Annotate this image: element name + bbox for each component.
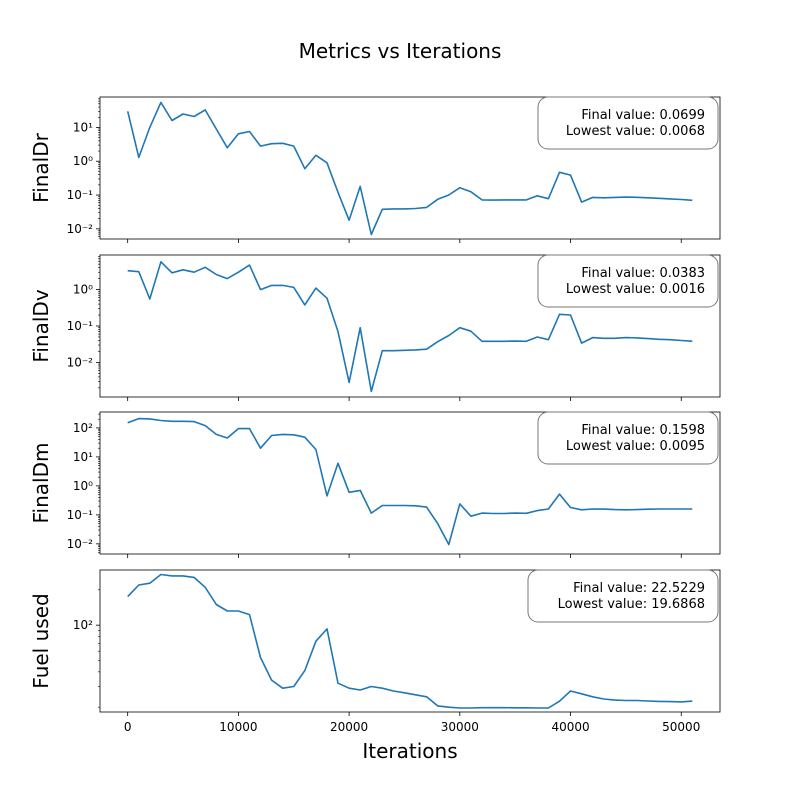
subplots: 10⁻² 10⁻¹ 10⁰ 10¹ FinalDr Final value: 0.0699…	[29, 96, 721, 716]
y-tick-label: 10⁻¹	[67, 319, 94, 333]
y-tick-label: 10⁰	[73, 154, 93, 168]
y-tick-label: 10⁻²	[67, 222, 94, 236]
series-line	[127, 573, 693, 709]
axes-frame	[99, 254, 721, 398]
y-axis-label: Fuel used	[29, 593, 53, 688]
annotation-box	[527, 569, 719, 623]
final-value-label: Final value: 22.5229	[573, 581, 705, 596]
x-tick-label: 10000	[219, 720, 257, 734]
y-tick-label: 10¹	[73, 450, 93, 464]
chart-title: Metrics vs Iterations	[299, 39, 502, 63]
series-line	[127, 417, 693, 546]
axes-frame	[99, 96, 721, 240]
series-line	[126, 101, 693, 236]
subplot-2: 10⁻² 10⁻¹ 10⁰ FinalDv Final value: 0.0383Low…	[29, 254, 721, 401]
axes-frame	[99, 411, 721, 555]
final-value-label: Final value: 0.0699	[581, 108, 705, 123]
x-axis: 0 10000 20000 30000 40000 50000	[124, 720, 700, 734]
y-tick-label: 10⁻²	[67, 537, 94, 551]
lowest-value-label: Lowest value: 19.6868	[558, 597, 705, 612]
y-axis-label: FinalDv	[29, 289, 53, 362]
y-tick-label: 10⁻²	[67, 355, 94, 369]
x-tick-label: 20000	[330, 720, 368, 734]
lowest-value-label: Lowest value: 0.0016	[566, 282, 705, 297]
x-tick-label: 50000	[662, 720, 700, 734]
lowest-value-label: Lowest value: 0.0095	[566, 439, 705, 454]
x-tick-label: 30000	[441, 720, 479, 734]
subplot-3: 10⁻² 10⁻¹ 10⁰ 10¹ 10² FinalDm Final value: 0.1…	[29, 411, 721, 558]
subplot-1: 10⁻² 10⁻¹ 10⁰ 10¹ FinalDr Final value: 0.0699…	[29, 96, 721, 243]
annotation-box	[537, 254, 719, 308]
y-tick-label: 10⁻¹	[67, 188, 94, 202]
x-tick-label: 0	[124, 720, 132, 734]
y-tick-label: 10⁰	[73, 283, 93, 297]
y-axis-label: FinalDr	[29, 132, 53, 202]
final-value-label: Final value: 0.1598	[581, 423, 705, 438]
lowest-value-label: Lowest value: 0.0068	[566, 124, 705, 139]
series-line	[127, 261, 693, 393]
annotation-box	[537, 96, 719, 150]
axes-frame	[99, 569, 721, 713]
y-tick-label: 10⁻¹	[67, 508, 94, 522]
y-tick-label: 10¹	[73, 120, 93, 134]
x-axis-label: Iterations	[362, 739, 457, 763]
x-tick-label: 40000	[551, 720, 589, 734]
y-axis-label: FinalDm	[29, 443, 53, 524]
annotation-box	[537, 411, 719, 465]
final-value-label: Final value: 0.0383	[581, 266, 705, 281]
y-tick-label: 10²	[73, 618, 93, 632]
y-tick-label: 10²	[73, 421, 93, 435]
y-tick-label: 10⁰	[73, 479, 93, 493]
